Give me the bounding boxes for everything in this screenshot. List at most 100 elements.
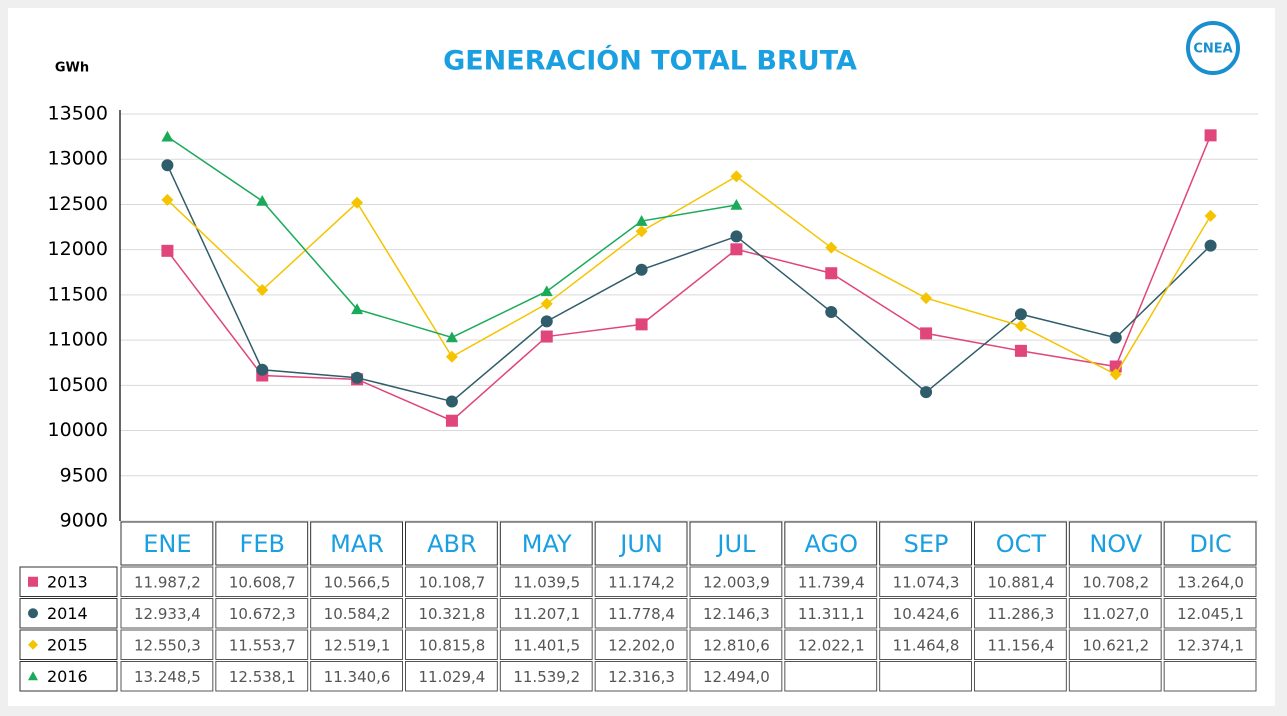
table-cell	[215, 629, 309, 660]
y-tick-label: 12500	[48, 193, 108, 215]
marker	[445, 350, 458, 363]
value-label: 10.566,5	[324, 573, 391, 591]
value-label: 11.207,1	[513, 605, 580, 623]
x-tick-label: OCT	[996, 530, 1047, 558]
value-label: 11.539,2	[513, 668, 580, 686]
table-cell	[1163, 661, 1257, 692]
table-cell	[405, 566, 498, 597]
value-label: 13.248,5	[134, 668, 201, 686]
table-cell	[499, 661, 593, 692]
value-label: 11.464,8	[893, 636, 960, 654]
table-cell	[879, 566, 973, 597]
marker	[825, 267, 838, 280]
value-label: 10.815,8	[419, 636, 486, 654]
marker	[920, 327, 933, 340]
value-label: 11.340,6	[324, 668, 391, 686]
table-cell	[879, 598, 973, 629]
marker	[730, 243, 743, 256]
table-cell	[120, 566, 214, 597]
value-label: 12.003,9	[703, 573, 770, 591]
header-cell	[879, 521, 973, 566]
marker	[256, 284, 269, 297]
marker	[161, 159, 174, 172]
value-label: 10.108,7	[419, 573, 486, 591]
marker	[730, 230, 743, 243]
value-label: 12.494,0	[703, 668, 770, 686]
marker	[28, 608, 38, 619]
marker	[1109, 368, 1122, 381]
marker	[351, 196, 364, 209]
table-cell	[1163, 566, 1257, 597]
value-label: 11.174,2	[608, 573, 675, 591]
value-label: 10.608,7	[229, 573, 296, 591]
table-cell	[120, 661, 214, 692]
table-cell	[879, 629, 973, 660]
table-cell	[215, 566, 309, 597]
table-cell	[974, 661, 1067, 692]
marker	[825, 305, 838, 318]
value-label: 12.022,1	[798, 636, 865, 654]
y-tick-label: 13000	[48, 148, 108, 170]
table-cell	[405, 661, 498, 692]
y-tick-label: 11000	[48, 329, 108, 351]
marker	[920, 292, 933, 305]
value-label: 10.672,3	[229, 605, 296, 623]
table-cell	[594, 566, 688, 597]
value-label: 12.146,3	[703, 605, 770, 623]
value-label: 11.553,7	[229, 636, 296, 654]
value-label: 11.029,4	[419, 668, 486, 686]
marker	[635, 215, 648, 226]
header-cell	[310, 521, 403, 566]
marker	[825, 241, 838, 254]
value-label: 11.074,3	[893, 573, 960, 591]
value-label: 10.584,2	[324, 605, 391, 623]
logo-ring	[1186, 21, 1240, 75]
table-cell	[974, 598, 1067, 629]
value-label: 10.708,2	[1082, 573, 1149, 591]
marker	[1014, 308, 1027, 321]
x-tick-label: JUN	[618, 530, 663, 558]
value-label: 11.286,3	[988, 605, 1055, 623]
value-label: 12.550,3	[134, 636, 201, 654]
table-cell	[594, 629, 688, 660]
marker	[635, 225, 648, 238]
marker	[256, 194, 269, 206]
table-cell	[405, 598, 498, 629]
table-cell	[784, 629, 878, 660]
marker	[28, 671, 38, 681]
table-cell	[120, 598, 214, 629]
y-tick-label: 12000	[48, 238, 108, 260]
value-label: 11.039,5	[513, 573, 580, 591]
marker	[730, 198, 743, 210]
value-label: 10.881,4	[988, 573, 1055, 591]
table-cell	[310, 598, 403, 629]
table-cell	[689, 598, 783, 629]
value-label: 12.045,1	[1177, 605, 1244, 623]
value-label: 11.778,4	[608, 605, 675, 623]
table-cell	[120, 629, 214, 660]
marker	[540, 285, 553, 297]
series-line	[166, 135, 1212, 422]
marker	[28, 576, 38, 587]
marker	[445, 331, 458, 343]
value-label: 13.264,0	[1177, 573, 1244, 591]
x-tick-label: DIC	[1189, 530, 1231, 558]
y-tick-label: 10000	[48, 419, 108, 441]
table-cell	[594, 661, 688, 692]
x-tick-label: FEB	[240, 530, 285, 558]
x-tick-label: AGO	[805, 530, 858, 558]
table-cell	[689, 566, 783, 597]
x-tick-label: ABR	[427, 530, 477, 558]
table-cell	[784, 598, 878, 629]
x-tick-label: SEP	[904, 530, 949, 558]
series-line	[166, 175, 1212, 376]
y-tick-label: 11500	[48, 283, 108, 305]
value-label: 11.401,5	[513, 636, 580, 654]
marker	[351, 371, 364, 384]
marker	[351, 303, 364, 315]
marker	[445, 414, 458, 427]
value-label: 12.202,0	[608, 636, 675, 654]
marker	[28, 639, 38, 650]
series-line	[166, 164, 1212, 403]
